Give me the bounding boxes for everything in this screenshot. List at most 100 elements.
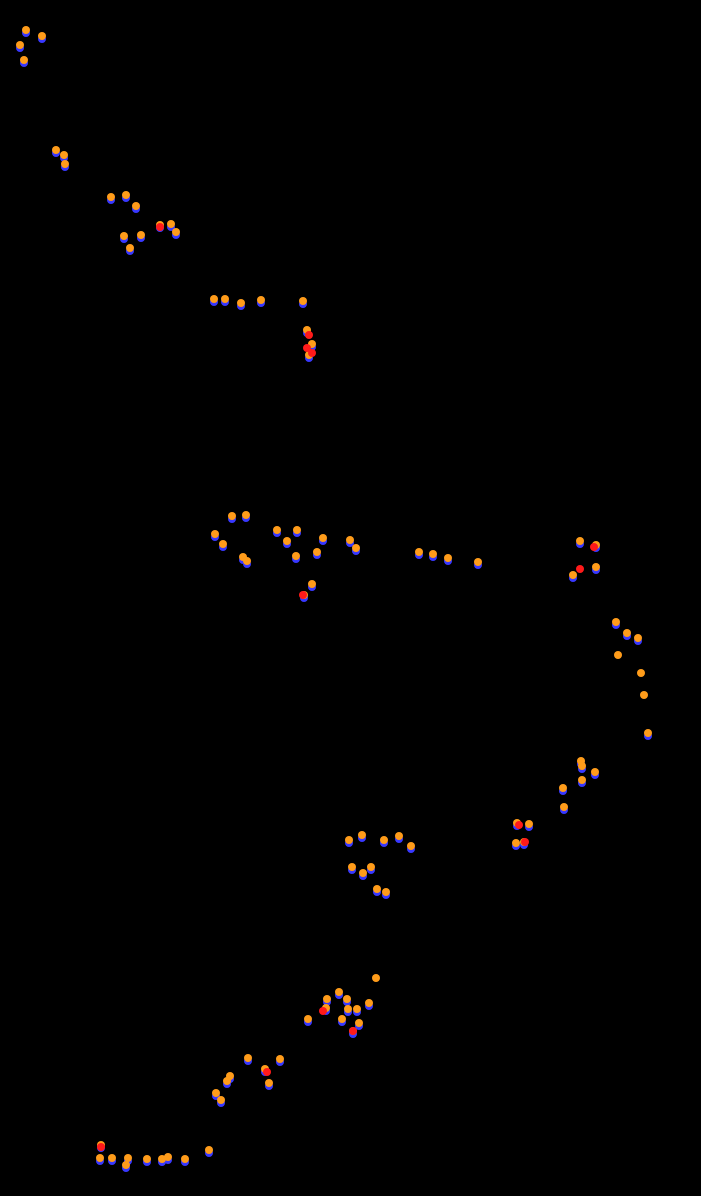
- point-orange: [292, 552, 300, 560]
- point-orange: [560, 803, 568, 811]
- point-orange: [120, 232, 128, 240]
- point-orange: [407, 842, 415, 850]
- point-orange: [244, 1054, 252, 1062]
- point-orange: [308, 580, 316, 588]
- point-orange: [323, 995, 331, 1003]
- point-orange: [415, 548, 423, 556]
- point-orange: [210, 295, 218, 303]
- point-orange: [16, 41, 24, 49]
- point-orange: [373, 885, 381, 893]
- point-red: [319, 1007, 327, 1015]
- point-orange: [265, 1079, 273, 1087]
- scatter-chart: [0, 0, 701, 1196]
- point-orange: [348, 863, 356, 871]
- point-orange: [228, 512, 236, 520]
- point-orange: [578, 762, 586, 770]
- point-orange: [569, 571, 577, 579]
- point-orange: [395, 832, 403, 840]
- point-orange: [221, 295, 229, 303]
- point-red: [590, 543, 598, 551]
- point-orange: [367, 863, 375, 871]
- point-orange: [107, 193, 115, 201]
- point-red: [299, 591, 307, 599]
- point-orange: [217, 1096, 225, 1104]
- point-orange: [20, 56, 28, 64]
- point-orange: [576, 537, 584, 545]
- point-orange: [365, 999, 373, 1007]
- point-orange: [219, 540, 227, 548]
- point-orange: [380, 836, 388, 844]
- point-orange: [273, 526, 281, 534]
- point-red: [521, 838, 529, 846]
- point-orange: [181, 1155, 189, 1163]
- point-orange: [382, 888, 390, 896]
- point-orange: [640, 691, 648, 699]
- point-orange: [353, 1005, 361, 1013]
- point-orange: [283, 537, 291, 545]
- point-orange: [143, 1155, 151, 1163]
- point-orange: [293, 526, 301, 534]
- point-orange: [355, 1019, 363, 1027]
- point-orange: [164, 1153, 172, 1161]
- point-orange: [22, 26, 30, 34]
- point-orange: [338, 1015, 346, 1023]
- point-orange: [242, 511, 250, 519]
- point-orange: [38, 32, 46, 40]
- point-orange: [319, 534, 327, 542]
- point-orange: [126, 244, 134, 252]
- point-red: [156, 223, 164, 231]
- point-orange: [612, 618, 620, 626]
- point-orange: [623, 629, 631, 637]
- point-orange: [359, 869, 367, 877]
- point-orange: [525, 820, 533, 828]
- point-red: [515, 821, 523, 829]
- point-orange: [614, 651, 622, 659]
- point-orange: [52, 146, 60, 154]
- point-orange: [591, 768, 599, 776]
- point-orange: [343, 995, 351, 1003]
- point-orange: [512, 839, 520, 847]
- point-orange: [299, 297, 307, 305]
- point-red: [263, 1068, 271, 1076]
- point-orange: [345, 836, 353, 844]
- point-orange: [237, 299, 245, 307]
- point-orange: [559, 784, 567, 792]
- point-orange: [352, 544, 360, 552]
- point-orange: [132, 202, 140, 210]
- point-orange: [61, 160, 69, 168]
- point-orange: [223, 1077, 231, 1085]
- point-orange: [429, 550, 437, 558]
- point-orange: [634, 634, 642, 642]
- point-orange: [257, 296, 265, 304]
- point-orange: [474, 558, 482, 566]
- point-orange: [344, 1005, 352, 1013]
- point-orange: [205, 1146, 213, 1154]
- point-orange: [313, 548, 321, 556]
- point-orange: [122, 191, 130, 199]
- point-orange: [60, 151, 68, 159]
- point-orange: [276, 1055, 284, 1063]
- point-orange: [108, 1154, 116, 1162]
- point-orange: [358, 831, 366, 839]
- point-orange: [243, 557, 251, 565]
- point-orange: [372, 974, 380, 982]
- point-orange: [644, 729, 652, 737]
- point-orange: [578, 776, 586, 784]
- point-orange: [637, 669, 645, 677]
- point-red: [576, 565, 584, 573]
- point-orange: [167, 220, 175, 228]
- point-orange: [211, 530, 219, 538]
- point-orange: [96, 1154, 104, 1162]
- point-red: [349, 1027, 357, 1035]
- point-red: [97, 1143, 105, 1151]
- point-orange: [335, 988, 343, 996]
- point-orange: [122, 1161, 130, 1169]
- point-orange: [172, 228, 180, 236]
- point-red: [305, 331, 313, 339]
- point-red: [308, 349, 316, 357]
- point-orange: [444, 554, 452, 562]
- point-orange: [304, 1015, 312, 1023]
- point-orange: [346, 536, 354, 544]
- point-orange: [137, 231, 145, 239]
- point-orange: [592, 563, 600, 571]
